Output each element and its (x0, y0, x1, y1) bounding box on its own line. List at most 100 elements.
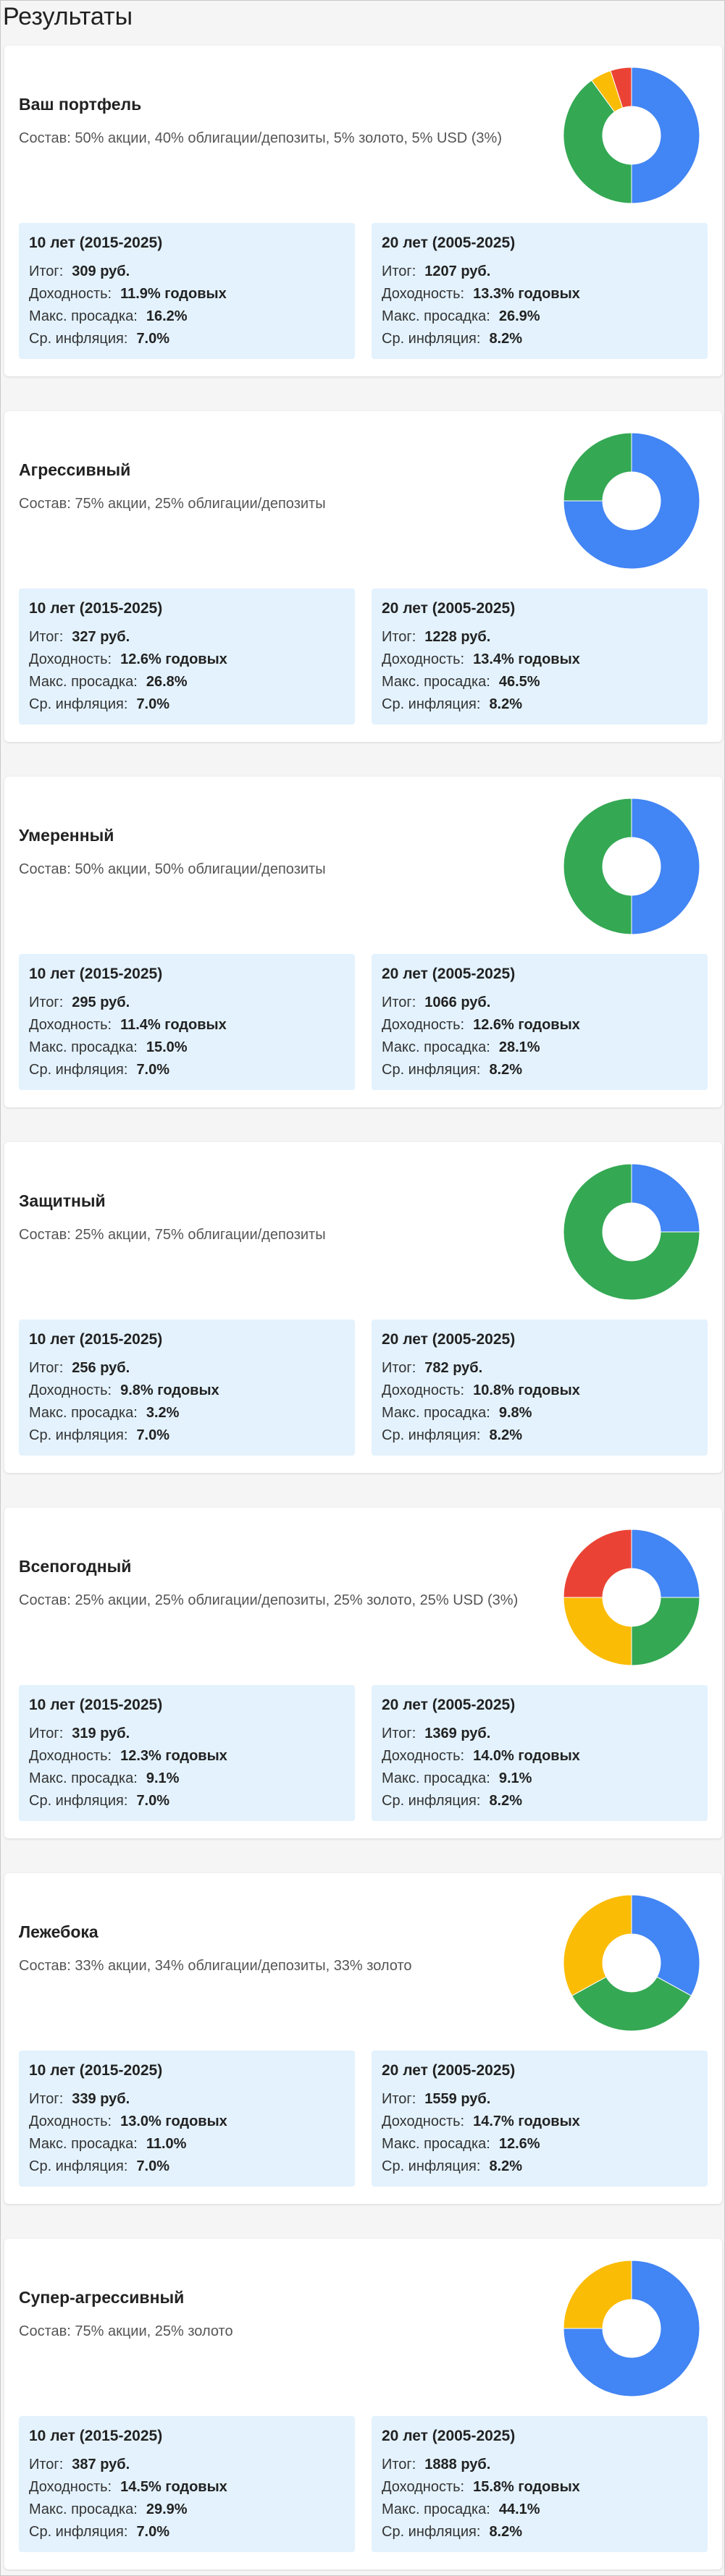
stat-label: Доходность: (29, 1382, 112, 1398)
stat-return: Доходность: 11.9% годовых (29, 286, 227, 303)
stat-value: 1207 руб. (424, 263, 491, 279)
donut-slice-bonds (571, 1976, 692, 2032)
stat-return: Доходность: 9.8% годовых (29, 1382, 219, 1399)
stat-label: Макс. просадка: (29, 1039, 138, 1055)
stat-result: Итог: 1207 руб. (382, 263, 490, 280)
stat-value: 7.0% (136, 2158, 170, 2174)
stat-value: 12.6% годовых (473, 1017, 580, 1033)
stat-inflation: Ср. инфляция: 7.0% (29, 2524, 169, 2541)
stat-label: Доходность: (29, 1017, 112, 1033)
stat-value: 16.2% (146, 308, 188, 324)
period-title: 20 лет (2005-2025) (382, 966, 516, 982)
allocation-donut-chart (563, 1163, 700, 1301)
stat-inflation: Ср. инфляция: 7.0% (29, 1062, 169, 1078)
stat-label: Итог: (382, 263, 416, 279)
stat-value: 14.7% годовых (473, 2113, 580, 2129)
stat-value: 10.8% годовых (473, 1382, 580, 1398)
stat-value: 11.4% годовых (120, 1017, 227, 1033)
stat-value: 12.6% годовых (120, 651, 227, 667)
stat-label: Макс. просадка: (382, 1770, 490, 1786)
stat-value: 8.2% (489, 1793, 523, 1809)
portfolio-composition: Состав: 75% акции, 25% облигации/депозит… (19, 496, 326, 512)
stat-inflation: Ср. инфляция: 7.0% (29, 331, 169, 347)
portfolio-name: Супер-агрессивный (19, 2288, 185, 2307)
stat-inflation: Ср. инфляция: 7.0% (29, 1793, 169, 1809)
stat-value: 44.1% (498, 2501, 540, 2517)
period-p10: 10 лет (2015-2025) Итог: 339 руб. Доходност… (19, 2051, 355, 2187)
stat-inflation: Ср. инфляция: 8.2% (382, 331, 522, 347)
stat-label: Итог: (382, 2091, 416, 2107)
period-p20: 20 лет (2005-2025) Итог: 1559 руб. Доходнос… (372, 2051, 708, 2187)
allocation-donut-chart (563, 1529, 700, 1666)
stat-label: Доходность: (382, 1748, 465, 1764)
stat-label: Макс. просадка: (382, 308, 490, 324)
stat-label: Макс. просадка: (29, 674, 138, 690)
stat-return: Доходность: 13.4% годовых (382, 651, 580, 668)
portfolio-name: Агрессивный (19, 460, 131, 479)
stat-value: 1888 руб. (424, 2457, 491, 2472)
portfolio-card: Супер-агрессивный Состав: 75% акции, 25% … (4, 2239, 722, 2569)
stat-value: 9.1% (146, 1770, 180, 1786)
stat-value: 14.5% годовых (120, 2479, 227, 2495)
period-p10: 10 лет (2015-2025) Итог: 256 руб. Доходност… (19, 1319, 355, 1456)
stat-return: Доходность: 15.8% годовых (382, 2479, 580, 2496)
stat-value: 7.0% (136, 696, 170, 712)
portfolio-name: Всепогодный (19, 1557, 132, 1576)
allocation-donut-chart (563, 2260, 700, 2397)
stat-label: Макс. просадка: (382, 674, 490, 690)
stat-return: Доходность: 14.5% годовых (29, 2479, 227, 2496)
allocation-donut-chart (563, 798, 700, 935)
stat-value: 13.0% годовых (120, 2113, 227, 2129)
stat-drawdown: Макс. просадка: 15.0% (29, 1039, 188, 1056)
stat-drawdown: Макс. просадка: 46.5% (382, 674, 540, 691)
stat-label: Итог: (29, 1360, 64, 1376)
stat-drawdown: Макс. просадка: 28.1% (382, 1039, 540, 1056)
stat-value: 782 руб. (424, 1360, 483, 1376)
period-p10: 10 лет (2015-2025) Итог: 327 руб. Доходност… (19, 588, 355, 725)
stat-result: Итог: 1066 руб. (382, 994, 490, 1011)
period-title: 10 лет (2015-2025) (29, 966, 163, 982)
stat-return: Доходность: 13.3% годовых (382, 286, 580, 303)
stat-value: 8.2% (489, 2158, 523, 2174)
stat-label: Итог: (29, 1726, 64, 1741)
stat-label: Доходность: (382, 1382, 465, 1398)
stat-label: Итог: (29, 2457, 64, 2472)
stat-label: Ср. инфляция: (29, 1427, 128, 1443)
period-title: 10 лет (2015-2025) (29, 2062, 163, 2079)
stat-inflation: Ср. инфляция: 8.2% (382, 2524, 522, 2541)
stat-value: 9.8% (498, 1405, 532, 1421)
stat-label: Ср. инфляция: (382, 2524, 481, 2540)
donut-slice-bonds (563, 432, 632, 502)
stat-value: 8.2% (489, 1427, 523, 1443)
portfolio-card: Лежебока Состав: 33% акции, 34% облигации… (4, 1873, 722, 2204)
period-p20: 20 лет (2005-2025) Итог: 1369 руб. Доходнос… (372, 1685, 708, 1821)
stat-value: 7.0% (136, 1793, 170, 1809)
period-p10: 10 лет (2015-2025) Итог: 319 руб. Доходност… (19, 1685, 355, 1821)
donut-slice-stocks (631, 1529, 700, 1598)
stat-label: Доходность: (382, 2113, 465, 2129)
stat-value: 7.0% (136, 331, 170, 347)
donut-slice-stocks (631, 1894, 700, 1996)
stat-label: Ср. инфляция: (29, 2158, 128, 2174)
stat-return: Доходность: 12.6% годовых (382, 1017, 580, 1034)
stat-drawdown: Макс. просадка: 3.2% (29, 1405, 179, 1422)
stat-label: Ср. инфляция: (29, 2524, 128, 2540)
stat-result: Итог: 1369 руб. (382, 1726, 490, 1742)
stat-label: Итог: (382, 994, 416, 1010)
allocation-donut-chart (563, 432, 700, 570)
stat-drawdown: Макс. просадка: 9.8% (382, 1405, 532, 1422)
period-title: 20 лет (2005-2025) (382, 1697, 516, 1713)
stat-value: 8.2% (489, 696, 523, 712)
stat-label: Итог: (29, 263, 64, 279)
allocation-donut-chart (563, 67, 700, 204)
donut-slice-bonds (631, 1597, 700, 1666)
stat-value: 11.9% годовых (120, 286, 227, 302)
stat-value: 29.9% (146, 2501, 188, 2517)
stat-value: 11.0% (146, 2136, 187, 2152)
stat-value: 8.2% (489, 1062, 523, 1078)
portfolio-name: Умеренный (19, 826, 114, 845)
stat-value: 1066 руб. (424, 994, 491, 1010)
stat-value: 15.8% годовых (473, 2479, 580, 2495)
stat-label: Итог: (29, 994, 64, 1010)
